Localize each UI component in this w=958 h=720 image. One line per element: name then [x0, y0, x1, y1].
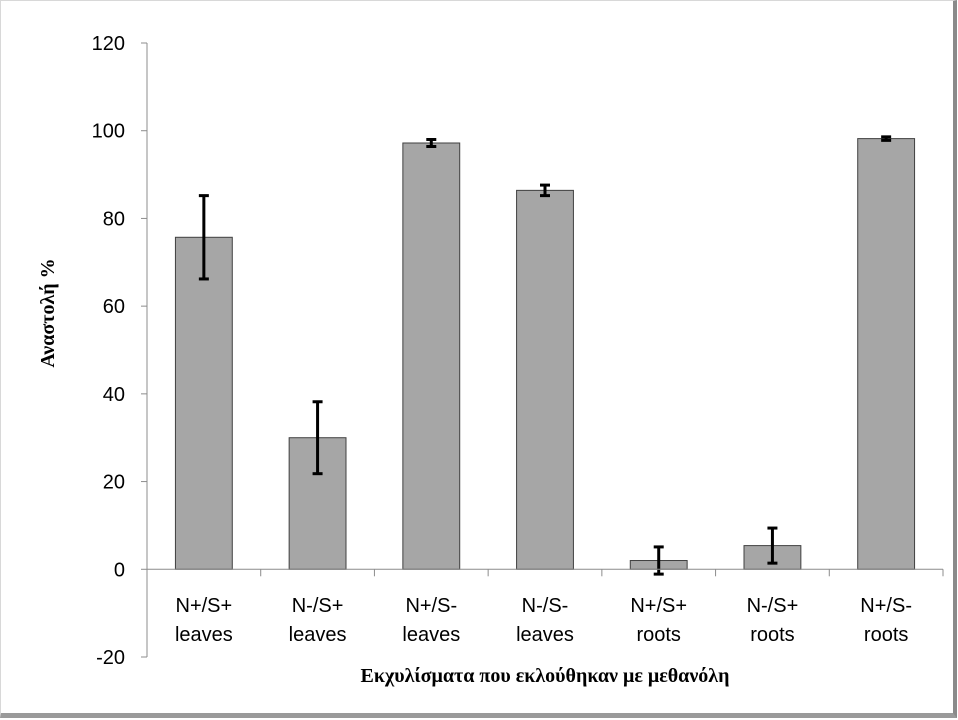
x-tick-label: roots	[750, 624, 794, 646]
y-axis-title: Αναστολή %	[37, 258, 59, 367]
x-tick-label: N+/S+	[630, 595, 687, 617]
x-tick-label: N-/S+	[747, 595, 799, 617]
y-tick-label: 60	[103, 296, 125, 318]
bar	[174, 236, 233, 570]
y-tick-label: -20	[96, 647, 125, 669]
x-tick-label: N+/S-	[405, 595, 457, 617]
error-bar	[198, 194, 209, 281]
x-tick-label: N+/S+	[176, 595, 233, 617]
bars	[174, 135, 916, 576]
x-tick-label: leaves	[289, 624, 347, 646]
x-tick-label: N-/S-	[522, 595, 569, 617]
y-tick-label: 0	[114, 559, 125, 581]
x-tick-label: N-/S+	[292, 595, 344, 617]
x-axis-title: Εκχυλίσματα που εκλούθηκαν με μεθανόλη	[361, 665, 730, 687]
x-tick-label: leaves	[175, 624, 233, 646]
error-bar	[540, 183, 550, 198]
x-tick-label: leaves	[516, 624, 574, 646]
error-bar	[312, 400, 323, 476]
y-tick-label: 40	[103, 384, 125, 406]
y-tick-label: 20	[103, 472, 125, 494]
y-axis-ticks: -20 0 20 40 60 80 100 120	[92, 33, 147, 669]
bar	[857, 138, 916, 570]
error-bar	[767, 526, 778, 565]
x-tick-label: leaves	[402, 624, 460, 646]
x-tick-label: N+/S-	[860, 595, 912, 617]
x-axis-categories: N+/S+ leaves N-/S+ leaves N+/S-leaves N-/S-le…	[175, 595, 912, 646]
y-tick-label: 100	[92, 121, 125, 143]
x-tick-label: roots	[864, 624, 908, 646]
bar	[402, 142, 461, 570]
x-tick-label: roots	[636, 624, 680, 646]
error-bar	[881, 135, 892, 142]
error-bar	[426, 137, 437, 149]
bar	[516, 189, 574, 570]
axes	[146, 43, 944, 657]
y-tick-label: 80	[103, 208, 125, 230]
y-tick-label: 120	[92, 33, 125, 55]
